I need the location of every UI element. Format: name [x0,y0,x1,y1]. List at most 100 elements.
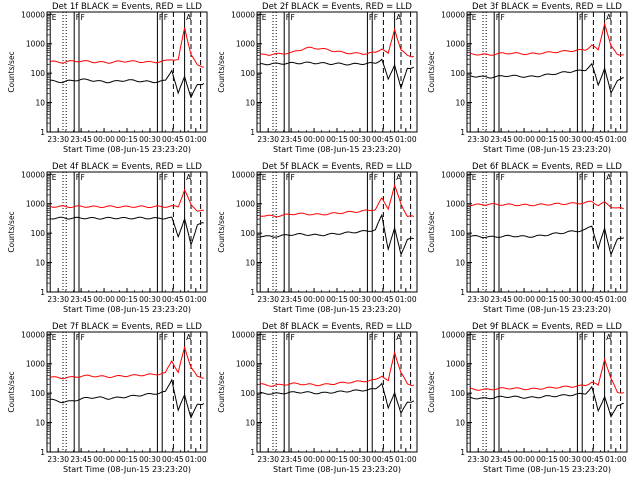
x-tick-label: 23:30 [467,455,489,464]
x-tick-label: 00:30 [559,295,581,304]
event-marker-label: F [496,13,500,22]
event-marker-label: E [472,13,477,22]
y-tick-label: 1000 [236,40,255,49]
event-marker-label: F [374,173,378,182]
event-marker-label: E [472,333,477,342]
detector-plot-3: Det 3f BLACK = Events, RED = LLD 1 10 100 10… [427,2,628,154]
y-tick-label: 10 [455,259,465,268]
x-tick-label: 23:45 [70,135,92,144]
event-marker-label: F [291,13,295,22]
x-tick-label: 00:15 [536,455,558,464]
detector-plot-7: Det 7f BLACK = Events, RED = LLD 1 10 100 10… [7,322,208,474]
x-tick-label: 00:30 [559,455,581,464]
x-tick-label: 00:15 [326,455,348,464]
detector-plot-2: Det 2f BLACK = Events, RED = LLD 1 10 100 10… [217,2,418,154]
event-marker-label: F [579,13,583,22]
plot-title: Det 2f BLACK = Events, RED = LLD [262,2,412,12]
event-marker-label: F [286,333,290,342]
x-tick-label: 01:00 [605,295,627,304]
event-marker-label: F [584,13,588,22]
detector-plot-6: Det 6f BLACK = Events, RED = LLD 1 10 100 10… [427,162,628,314]
x-axis-label: Start Time (08-Jun-15 23:23:20) [63,305,191,314]
event-marker-label: F [501,333,505,342]
x-tick-label: 00:30 [349,135,371,144]
plot-frame [46,171,208,293]
y-tick-label: 1000 [446,200,465,209]
y-tick-label: 100 [31,229,46,238]
event-marker-label: A [396,173,402,182]
plot-title: Det 3f BLACK = Events, RED = LLD [472,2,622,12]
event-marker-label: F [291,173,295,182]
y-tick-label: 1 [40,128,45,137]
plot-title: Det 5f BLACK = Events, RED = LLD [262,162,412,172]
x-tick-label: 00:45 [162,295,184,304]
x-tick-label: 23:45 [490,295,512,304]
series-black-events [50,216,205,247]
series-black-events [50,378,205,419]
event-marker-label: A [396,13,402,22]
event-marker-label: F [369,173,373,182]
series-black-events [470,385,624,418]
y-tick-label: 1 [460,288,465,297]
series-black-events [470,62,624,95]
plot-title: Det 8f BLACK = Events, RED = LLD [262,322,412,332]
event-marker-label: F [159,13,163,22]
x-tick-label: 00:15 [116,295,138,304]
x-tick-label: 00:00 [93,135,115,144]
y-tick-label: 10 [455,99,465,108]
x-tick-label: 01:00 [605,135,627,144]
series-red-lld [470,357,624,394]
x-tick-label: 00:30 [139,455,161,464]
event-marker-label: F [291,333,295,342]
y-axis-label: Counts/sec [427,211,436,252]
y-tick-label: 1000 [236,360,255,369]
y-tick-label: 1 [40,448,45,457]
series-red-lld [470,200,624,210]
x-tick-label: 00:45 [372,455,394,464]
event-marker-label: E [52,13,57,22]
plot-title: Det 7f BLACK = Events, RED = LLD [52,322,202,332]
event-marker-label: E [52,173,57,182]
x-tick-label: 00:45 [582,455,604,464]
x-tick-label: 00:30 [559,135,581,144]
y-tick-label: 1 [40,288,45,297]
y-tick-label: 1000 [26,40,45,49]
event-marker-label: E [472,173,477,182]
x-tick-label: 00:15 [536,135,558,144]
x-tick-label: 01:00 [185,135,207,144]
x-tick-label: 00:00 [513,295,535,304]
y-tick-label: 1000 [446,40,465,49]
y-tick-label: 100 [241,229,256,238]
series-red-lld [260,27,415,58]
series-red-lld [260,350,415,387]
y-tick-label: 10 [245,259,255,268]
x-axis-label: Start Time (08-Jun-15 23:23:20) [63,465,191,474]
y-tick-label: 1000 [26,360,45,369]
y-tick-label: 10 [455,419,465,428]
event-marker-label: F [369,333,373,342]
event-marker-label: F [374,333,378,342]
event-marker-label: F [81,333,85,342]
event-marker-label: F [76,173,80,182]
x-tick-label: 23:30 [47,135,69,144]
event-marker-label: A [186,13,192,22]
event-marker-label: A [606,333,612,342]
x-tick-label: 00:45 [372,135,394,144]
x-axis-label: Start Time (08-Jun-15 23:23:20) [483,145,611,154]
y-axis-label: Counts/sec [7,371,16,412]
event-marker-label: A [186,333,192,342]
y-tick-label: 100 [451,389,466,398]
x-tick-label: 00:00 [93,295,115,304]
event-marker-label: A [186,173,192,182]
x-tick-label: 00:30 [349,455,371,464]
event-marker-label: F [374,13,378,22]
series-red-lld [50,345,204,380]
detector-plot-1: Det 1f BLACK = Events, RED = LLD 1 10 100 10… [7,2,208,154]
x-tick-label: 23:45 [490,135,512,144]
y-tick-label: 100 [241,69,256,78]
y-axis-label: Counts/sec [427,371,436,412]
y-axis-label: Counts/sec [217,211,226,252]
plot-title: Det 6f BLACK = Events, RED = LLD [472,162,622,172]
x-tick-label: 23:30 [257,135,279,144]
